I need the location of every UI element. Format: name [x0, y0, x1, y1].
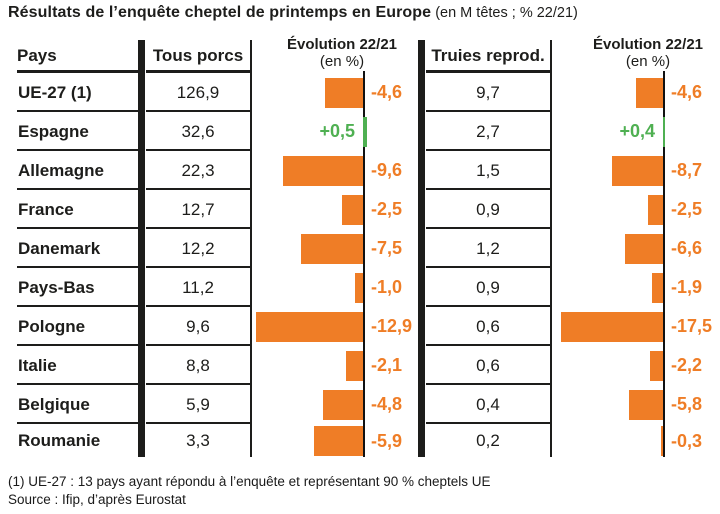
header-tous-porcs: Tous porcs: [146, 40, 250, 73]
tous-porcs-value: 22,3: [146, 151, 250, 190]
chart1-bar: [342, 195, 363, 225]
chart1-bar: [283, 156, 363, 186]
header-truies: Truies reprod.: [426, 40, 550, 73]
chart1-bar: [363, 117, 367, 147]
chart2-bar: [661, 426, 663, 456]
chart2-bar-label: -1,9: [671, 277, 703, 297]
page-title-unit: (en M têtes ; % 22/21): [431, 5, 578, 21]
chart2-bar-label: -4,6: [671, 82, 703, 102]
truies-value: 0,9: [426, 190, 550, 229]
chart1-bar-label: -1,0: [371, 277, 403, 297]
tous-porcs-value: 9,6: [146, 307, 250, 346]
chart2-bar-label: -0,3: [671, 431, 703, 451]
chart1-bar: [346, 351, 363, 381]
chart1-bar: [355, 273, 363, 303]
country-cell: Pays-Bas: [17, 268, 138, 307]
truies-value: 0,2: [476, 431, 500, 450]
chart2-zero-axis: [663, 71, 665, 457]
chart2-bar-label: +0,4: [619, 121, 655, 141]
header-evolution-truies-line1: Évolution 22/21: [592, 36, 704, 53]
tous-porcs-value: 5,9: [146, 385, 250, 424]
chart2-bar-label: -6,6: [671, 238, 703, 258]
truies-right-border: [550, 40, 552, 457]
header-evolution-truies: Évolution 22/21 (en %): [568, 36, 720, 70]
truies-value: 0,4: [426, 385, 550, 424]
tous-porcs-value: 8,8: [146, 346, 250, 385]
truies-value: 1,5: [426, 151, 550, 190]
chart2-bar-label: -5,8: [671, 394, 703, 414]
tous-porcs-right-border: [250, 40, 252, 457]
source-note: Source : Ifip, d’après Eurostat: [8, 492, 186, 507]
header-pays: Pays: [17, 40, 138, 73]
chart2-bar-label: -2,2: [671, 355, 703, 375]
truies-value: 0,6: [426, 346, 550, 385]
country-cell: Espagne: [17, 112, 138, 151]
divider-pays-porcs: [138, 40, 145, 457]
truies-value: 0,9: [426, 268, 550, 307]
chart1-bar-label: +0,5: [319, 121, 355, 141]
header-evolution-porcs-line2: (en %): [319, 53, 365, 70]
country-cell: Italie: [17, 346, 138, 385]
chart2-bar: [561, 312, 663, 342]
chart2-bar: [650, 351, 663, 381]
chart1-bar: [314, 426, 363, 456]
chart2-bar: [629, 390, 663, 420]
chart1-bar-label: -2,1: [371, 355, 403, 375]
header-evolution-porcs: Évolution 22/21 (en %): [262, 36, 422, 70]
tous-porcs-value: 126,9: [146, 73, 250, 112]
tous-porcs-value: 12,2: [146, 229, 250, 268]
chart1-bar: [323, 390, 363, 420]
chart1-bar: [301, 234, 363, 264]
footnote: (1) UE-27 : 13 pays ayant répondu à l’en…: [8, 474, 491, 489]
truies-value: 0,6: [426, 307, 550, 346]
page-title-main: Résultats de l’enquête cheptel de printe…: [8, 4, 432, 21]
truies-value: 1,2: [426, 229, 550, 268]
chart2-bar: [652, 273, 663, 303]
chart1-bar-label: -2,5: [371, 199, 403, 219]
chart2-bar-label: -8,7: [671, 160, 703, 180]
chart1-bar: [256, 312, 363, 342]
chart2-bar-label: -2,5: [671, 199, 703, 219]
header-evolution-truies-line2: (en %): [625, 53, 671, 70]
country-cell: Pologne: [17, 307, 138, 346]
country-cell: Belgique: [17, 385, 138, 424]
chart1-bar-label: -5,9: [371, 431, 403, 451]
chart2-bar: [612, 156, 663, 186]
country-cell: Danemark: [17, 229, 138, 268]
chart1-bar: [325, 78, 363, 108]
country-cell: Roumanie: [18, 431, 101, 450]
country-cell: UE-27 (1): [17, 73, 138, 112]
chart1-zero-axis: [363, 71, 365, 457]
chart2-bar: [663, 117, 665, 147]
tous-porcs-value: 12,7: [146, 190, 250, 229]
tous-porcs-value: 3,3: [186, 431, 210, 450]
chart1-bar-label: -4,8: [371, 394, 403, 414]
chart1-bar-label: -7,5: [371, 238, 403, 258]
chart1-bar-label: -12,9: [371, 316, 413, 336]
chart2-bar: [625, 234, 663, 264]
tous-porcs-value: 11,2: [146, 268, 250, 307]
chart1-bar-label: -4,6: [371, 82, 403, 102]
header-evolution-porcs-line1: Évolution 22/21: [286, 36, 398, 53]
chart2-bar: [636, 78, 663, 108]
tous-porcs-value: 32,6: [146, 112, 250, 151]
chart2-bar-label: -17,5: [671, 316, 713, 336]
country-cell: Allemagne: [17, 151, 138, 190]
page-title: Résultats de l’enquête cheptel de printe…: [8, 4, 578, 22]
chart2-bar: [648, 195, 663, 225]
truies-value: 9,7: [426, 73, 550, 112]
truies-value: 2,7: [426, 112, 550, 151]
chart1-bar-label: -9,6: [371, 160, 403, 180]
divider-chart1-truies: [418, 40, 425, 457]
country-cell: France: [17, 190, 138, 229]
